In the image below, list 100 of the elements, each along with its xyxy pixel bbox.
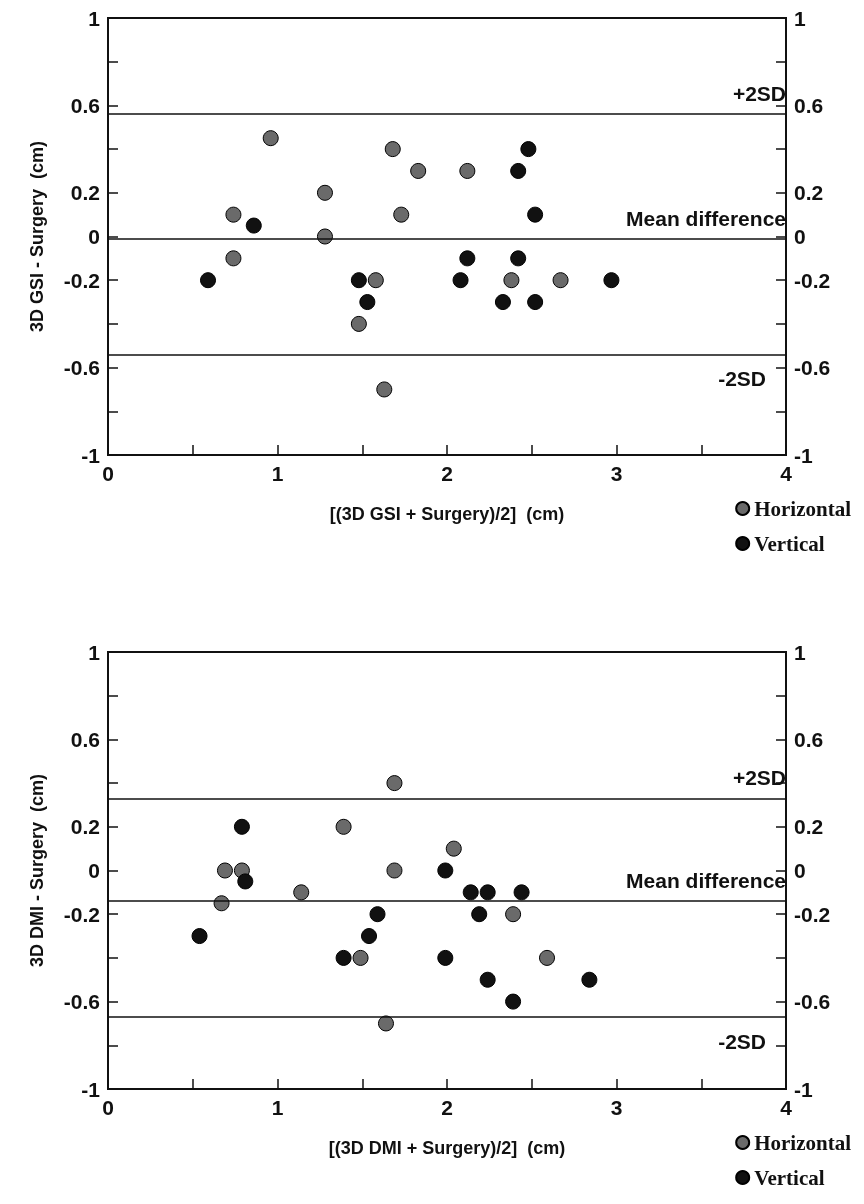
y2-tick-label: 0.2 <box>794 181 824 205</box>
y-tick-label: 0 <box>88 859 100 882</box>
x-tick-label: 1 <box>271 462 284 485</box>
point <box>462 884 479 901</box>
point <box>603 272 620 289</box>
ref-line-label: Mean difference <box>626 206 786 230</box>
y2-tick-label: -1 <box>794 443 813 467</box>
x-tick-label: 2 <box>441 462 453 485</box>
point <box>233 818 250 835</box>
point <box>384 141 401 158</box>
point <box>494 294 511 311</box>
point <box>510 250 527 267</box>
point <box>505 993 522 1010</box>
y-tick-label: 0.2 <box>70 181 100 205</box>
point <box>393 206 410 223</box>
point <box>503 272 520 289</box>
y-axis-title: 3D GSI - Surgery (cm) <box>27 140 47 333</box>
x-axis-title: [(3D GSI + Surgery)/2] (cm) <box>329 504 565 524</box>
point <box>359 294 376 311</box>
point <box>527 294 544 311</box>
point <box>352 949 369 966</box>
y-tick-label: -1 <box>81 1077 101 1101</box>
point <box>245 217 262 234</box>
point <box>520 141 537 158</box>
y-axis-title: 3D DMI - Surgery (cm) <box>27 773 47 968</box>
legend-label: Horizontal <box>754 1130 852 1155</box>
point <box>293 884 310 901</box>
y2-tick-label: 1 <box>794 6 806 30</box>
y-tick-label: -0.2 <box>63 902 100 926</box>
legend-label: Horizontal <box>754 496 852 521</box>
point <box>216 862 233 879</box>
point <box>471 906 488 923</box>
point <box>452 272 469 289</box>
y2-tick-label: -1 <box>794 1077 813 1101</box>
y-tick-label: -0.6 <box>63 356 100 380</box>
ref-line-label: -2SD <box>718 1029 766 1053</box>
point <box>350 315 367 332</box>
point <box>335 949 352 966</box>
y2-tick-label: -0.6 <box>794 356 831 380</box>
point <box>376 381 393 398</box>
y2-tick-label: -0.2 <box>794 268 831 292</box>
point <box>510 162 527 179</box>
x-tick-label: 2 <box>441 1096 453 1119</box>
x-tick-label: 1 <box>271 1096 284 1119</box>
y-tick-label: 1 <box>88 640 101 664</box>
y-tick-label: 0.6 <box>70 727 100 751</box>
x-tick-label: 4 <box>780 1096 793 1119</box>
point <box>386 862 403 879</box>
point <box>350 272 367 289</box>
y2-tick-label: 0.2 <box>794 815 824 839</box>
point <box>527 206 544 223</box>
point <box>225 206 242 223</box>
point <box>225 250 242 267</box>
point <box>581 971 598 988</box>
x-tick-label: 4 <box>780 462 793 485</box>
y2-tick-label: 1 <box>794 640 806 664</box>
y2-tick-label: -0.2 <box>794 902 831 926</box>
point <box>505 906 522 923</box>
point <box>316 184 333 201</box>
point <box>539 949 556 966</box>
y-tick-label: -0.2 <box>63 268 100 292</box>
legend-label: Vertical <box>754 531 825 556</box>
point <box>437 949 454 966</box>
x-axis-title: [(3D DMI + Surgery)/2] (cm) <box>328 1138 566 1158</box>
point <box>369 906 386 923</box>
y-tick-label: -0.6 <box>63 990 100 1014</box>
legend-label: Vertical <box>754 1165 825 1190</box>
point <box>335 818 352 835</box>
y-tick-label: 0 <box>88 225 100 248</box>
point <box>552 272 569 289</box>
point <box>437 862 454 879</box>
point <box>410 162 427 179</box>
y-tick-label: -1 <box>81 443 101 467</box>
x-tick-label: 3 <box>610 462 623 485</box>
point <box>262 130 279 147</box>
point <box>378 1015 394 1032</box>
point <box>459 250 476 267</box>
y2-tick-label: 0 <box>794 859 806 882</box>
ref-line-label: Mean difference <box>626 869 786 893</box>
ref-line-label: -2SD <box>718 367 766 391</box>
point <box>479 971 496 988</box>
y-tick-label: 1 <box>88 6 101 30</box>
x-tick-label: 3 <box>610 1096 623 1119</box>
point <box>361 928 378 945</box>
point <box>445 840 462 857</box>
y2-tick-label: 0.6 <box>794 727 824 751</box>
point <box>386 775 403 792</box>
point <box>459 162 476 179</box>
y2-tick-label: 0 <box>794 225 806 248</box>
point <box>367 272 384 289</box>
point <box>237 873 254 890</box>
ref-line-label: +2SD <box>732 766 786 790</box>
point <box>479 884 496 901</box>
y2-tick-label: 0.6 <box>794 93 824 117</box>
y2-tick-label: -0.6 <box>794 990 831 1014</box>
point <box>513 884 530 901</box>
y-tick-label: 0.6 <box>70 93 100 117</box>
ref-line-label: +2SD <box>732 82 786 106</box>
y-tick-label: 0.2 <box>70 815 100 839</box>
point <box>200 272 217 289</box>
